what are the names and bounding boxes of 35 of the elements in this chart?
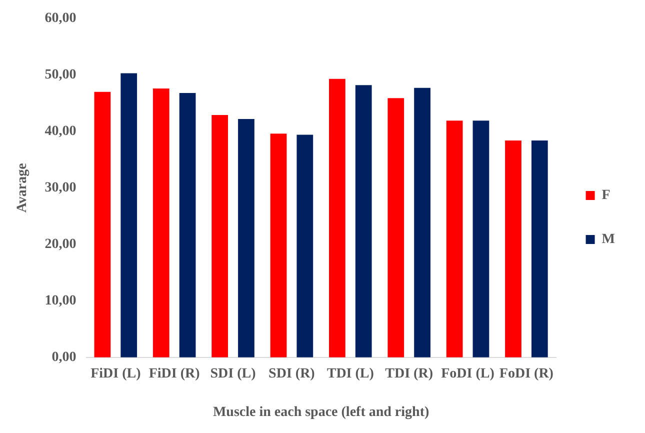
x-tick-label: SDI (R) bbox=[268, 366, 316, 382]
legend-label: F bbox=[602, 188, 610, 204]
bar bbox=[472, 120, 490, 358]
y-axis-title: Avarage bbox=[15, 163, 30, 213]
bar bbox=[120, 73, 138, 358]
bar bbox=[355, 85, 372, 358]
bar bbox=[94, 92, 111, 358]
x-axis-title: Muscle in each space (left and right) bbox=[212, 405, 430, 420]
bar bbox=[212, 115, 228, 358]
y-tick-label: 30,00 bbox=[44, 180, 76, 196]
x-tick-label: TDI (R) bbox=[385, 366, 434, 382]
bar bbox=[531, 140, 548, 358]
bar bbox=[505, 140, 522, 358]
x-tick-label: FiDI (R) bbox=[148, 366, 200, 382]
bar bbox=[152, 88, 170, 358]
bar bbox=[296, 134, 314, 358]
bar bbox=[446, 120, 463, 358]
bar bbox=[238, 118, 254, 358]
y-tick-label: 20,00 bbox=[44, 237, 76, 252]
legend-label: M bbox=[602, 232, 616, 248]
y-tick-label: 40,00 bbox=[44, 124, 76, 140]
y-tick-label: 60,00 bbox=[44, 11, 76, 26]
bar bbox=[388, 98, 404, 358]
y-tick-label: 0,00 bbox=[52, 350, 76, 366]
x-tick-label: SDI (L) bbox=[210, 366, 256, 382]
x-tick-label: FoDI (R) bbox=[499, 366, 554, 382]
y-tick-label: 50,00 bbox=[44, 68, 76, 83]
bar bbox=[179, 92, 196, 358]
bar bbox=[328, 78, 346, 358]
bar bbox=[270, 134, 287, 358]
x-tick-label: TDI (L) bbox=[326, 366, 374, 382]
bar bbox=[414, 88, 430, 358]
x-tick-label: FoDI (L) bbox=[441, 366, 495, 382]
y-tick-label: 10,00 bbox=[44, 294, 76, 309]
x-tick-label: FiDI (L) bbox=[90, 366, 142, 382]
